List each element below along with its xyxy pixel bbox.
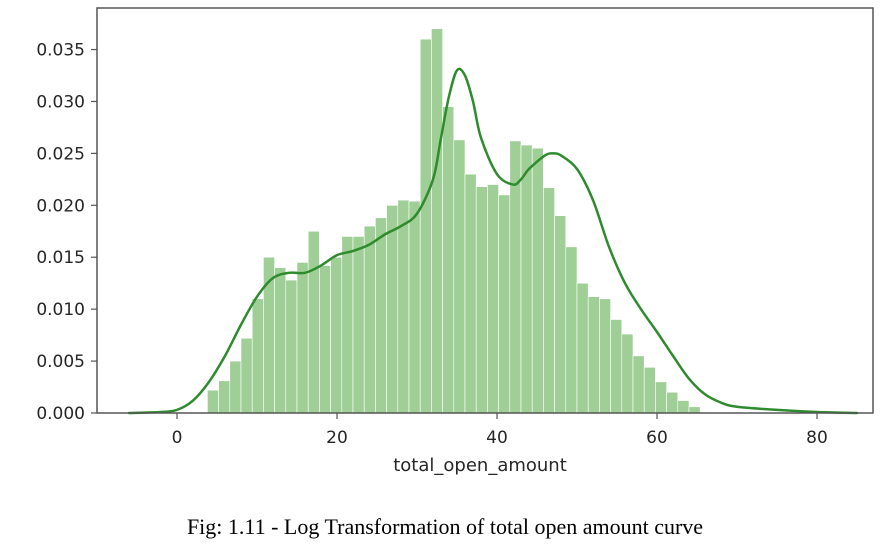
y-axis-ticks: 0.000 0.005 0.010 0.015 0.020 0.025 0.030 0.035 [36,41,97,424]
histogram-bars [207,28,701,414]
x-tick-label: 20 [326,428,348,448]
y-tick-label: 0.030 [36,92,85,112]
histogram-bar [442,106,455,414]
histogram-bar [363,225,376,414]
histogram-bar [274,267,287,414]
x-axis-label: total_open_amount [393,455,567,476]
x-tick-label: 60 [646,428,668,448]
figure-caption: Fig: 1.11 - Log Transformation of total … [186,514,704,539]
histogram-bar [531,147,544,414]
y-tick-label: 0.010 [36,300,85,320]
histogram-chart: 0 20 40 60 80 0.000 0.005 0.010 0.015 0.020 0.025… [36,7,874,476]
histogram-bar [543,187,555,414]
histogram-bar [632,355,645,414]
histogram-bar [610,319,623,414]
y-tick-label: 0.025 [36,144,85,164]
x-axis-ticks: 0 20 40 60 80 [172,413,828,448]
histogram-bar [408,200,421,414]
histogram-bar [330,256,343,414]
histogram-bar [677,400,690,414]
histogram-bar [431,28,443,414]
histogram-bar [307,230,320,414]
histogram-bar [498,194,511,414]
histogram-bar [464,173,477,414]
y-tick-label: 0.000 [36,404,85,424]
y-tick-label: 0.015 [36,248,85,268]
histogram-bar [296,262,309,414]
plot-frame [96,7,874,414]
histogram-bar [386,205,399,414]
histogram-bar [599,298,611,414]
histogram-bar [218,380,231,414]
histogram-bar [554,215,567,414]
x-tick-label: 80 [806,428,828,448]
histogram-bar [319,265,331,414]
histogram-bar [419,38,432,414]
y-tick-label: 0.035 [36,41,85,61]
histogram-bar [240,337,253,414]
histogram-bar [453,139,466,414]
histogram-bar [341,236,354,414]
histogram-bar [565,246,578,414]
histogram-bar [207,389,219,414]
histogram-bar [285,279,298,414]
histogram-bar [229,360,242,414]
y-tick-label: 0.020 [36,196,85,216]
histogram-bar [587,296,600,414]
histogram-bar [621,333,634,414]
histogram-bar [666,391,679,414]
histogram-bar [655,381,667,414]
histogram-bar [375,217,387,414]
x-tick-label: 40 [486,428,508,448]
histogram-bar [487,184,499,414]
x-tick-label: 0 [172,428,183,448]
kde-curve [127,67,859,415]
histogram-bar [688,406,701,414]
histogram-bar [251,298,264,414]
y-tick-label: 0.005 [36,352,85,372]
histogram-bar [643,367,656,414]
histogram-bar [520,144,533,414]
histogram-bar [576,282,589,414]
histogram-bar [352,236,365,414]
histogram-bar [475,186,488,414]
histogram-bar [397,199,410,414]
